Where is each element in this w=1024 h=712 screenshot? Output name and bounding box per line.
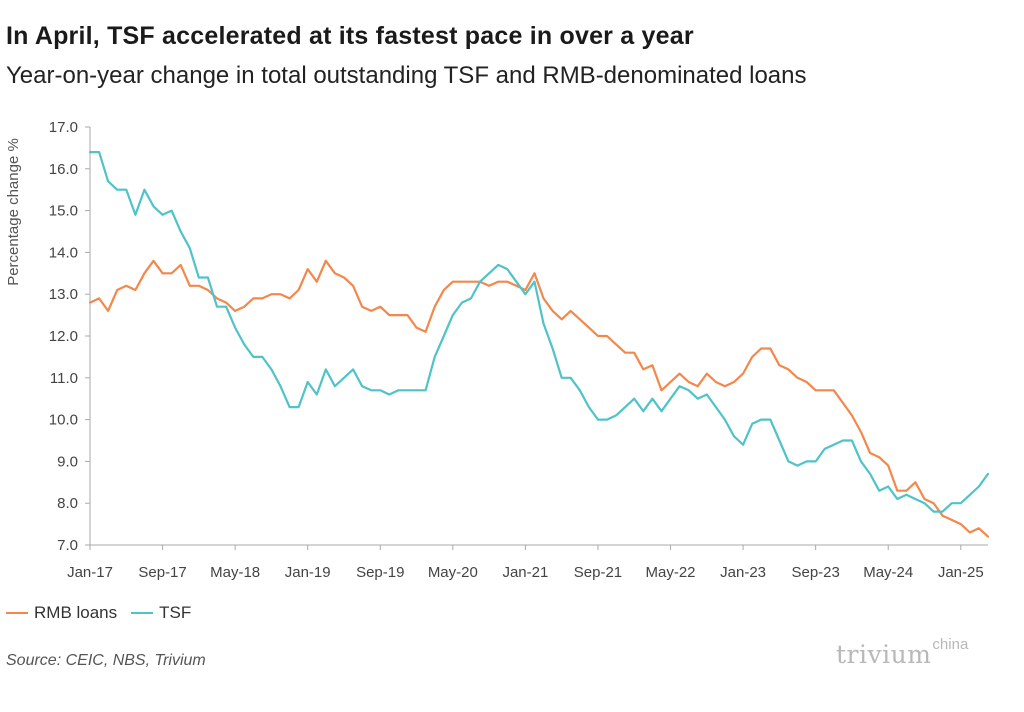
- x-tick-label: May-18: [210, 564, 260, 581]
- y-tick-label: 8.0: [57, 495, 78, 512]
- x-tick-label: Sep-23: [791, 564, 839, 581]
- chart-subtitle: Year-on-year change in total outstanding…: [6, 62, 807, 89]
- y-tick-label: 10.0: [49, 412, 78, 429]
- x-tick-label: Sep-21: [574, 564, 622, 581]
- x-tick-labels: Jan-17 Sep-17 May-18 Jan-19 Sep-19 May-20 Jan-…: [67, 564, 984, 581]
- y-tick-label: 9.0: [57, 453, 78, 470]
- x-tick-label: May-20: [428, 564, 478, 581]
- series-line-tsf: [88, 151, 990, 513]
- x-tick-label: Jan-25: [938, 564, 984, 581]
- legend-label-tsf: TSF: [159, 603, 192, 622]
- x-tick-label: May-22: [646, 564, 696, 581]
- legend-swatch-rmb-loans: [6, 612, 28, 614]
- legend-label-rmb-loans: RMB loans: [34, 603, 118, 622]
- y-tick-label: 15.0: [49, 203, 78, 220]
- x-tick-label: Sep-19: [356, 564, 404, 581]
- x-tick-label: Jan-21: [502, 564, 548, 581]
- logo-sup-text: china: [932, 636, 969, 653]
- logo-main-text: trivium: [836, 640, 932, 669]
- y-tick-label: 14.0: [49, 244, 78, 261]
- y-tick-labels: 7.0 8.0 9.0 10.0 11.0 12.0 13.0 14.0 15.0 16.0 17.…: [49, 119, 78, 554]
- chart-title: In April, TSF accelerated at its fastest…: [6, 22, 694, 50]
- legend-item-rmb-loans: RMB loans: [6, 603, 117, 623]
- x-tick-label: Jan-19: [285, 564, 331, 581]
- axes: [85, 126, 988, 550]
- x-tick-label: Jan-23: [720, 564, 766, 581]
- x-tick-label: Sep-17: [138, 564, 186, 581]
- y-tick-label: 11.0: [50, 370, 78, 387]
- y-tick-label: 12.0: [49, 328, 78, 345]
- y-tick-label: 7.0: [57, 537, 78, 554]
- legend-item-tsf: TSF: [131, 603, 191, 623]
- y-axis-label: Percentage change %: [5, 138, 22, 286]
- legend-swatch-tsf: [131, 612, 154, 614]
- series-line-rmb-loans: [88, 259, 990, 538]
- source-note: Source: CEIC, NBS, Trivium: [6, 652, 206, 669]
- y-tick-label: 16.0: [49, 161, 78, 178]
- x-tick-label: Jan-17: [67, 564, 113, 581]
- series-lines: [88, 151, 990, 538]
- x-tick-label: May-24: [863, 564, 913, 581]
- y-tick-label: 17.0: [49, 119, 78, 136]
- y-tick-label: 13.0: [49, 286, 78, 303]
- line-chart: 7.0 8.0 9.0 10.0 11.0 12.0 13.0 14.0 15.0 16.0 17.…: [5, 119, 990, 581]
- legend: RMB loans TSF: [6, 603, 205, 623]
- trivium-china-logo: triviumchina: [836, 636, 968, 669]
